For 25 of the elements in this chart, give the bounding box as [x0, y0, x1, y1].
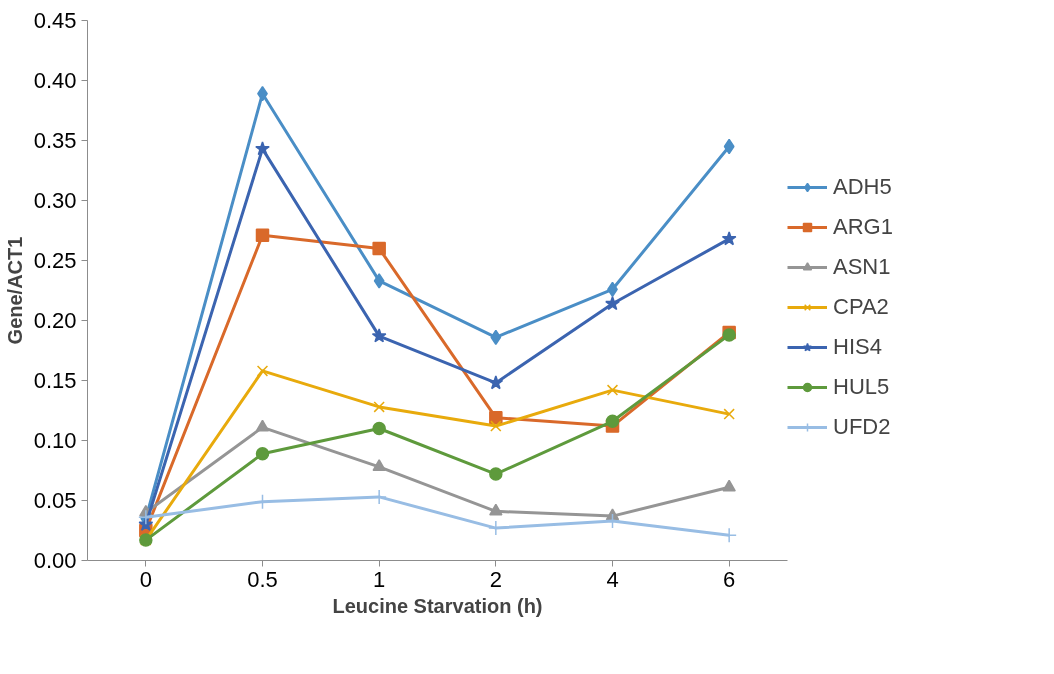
- y-axis-title: Gene/ACT1: [3, 236, 26, 345]
- y-tick-label: 0.05: [33, 488, 77, 513]
- legend-label: ASN1: [833, 254, 891, 280]
- y-tick-label: 0.15: [33, 368, 77, 393]
- y-tick-label: 0.40: [33, 68, 77, 93]
- x-tick-label: 2: [489, 566, 502, 592]
- legend-label: CPA2: [833, 294, 889, 320]
- x-tick-label: 0.5: [247, 566, 278, 592]
- legend-label: HUL5: [833, 374, 890, 400]
- x-tick-label: 6: [723, 566, 736, 592]
- x-tick-label: 4: [606, 566, 619, 592]
- y-tick-label: 0.10: [33, 428, 77, 453]
- x-tick-label: 0: [139, 566, 152, 592]
- legend-label: ARG1: [833, 214, 893, 240]
- y-tick-label: 0.25: [33, 248, 77, 273]
- x-tick-label: 1: [373, 566, 386, 592]
- y-tick-label: 0.20: [33, 308, 77, 333]
- legend-label: HIS4: [833, 334, 882, 360]
- y-tick-label: 0.30: [33, 188, 77, 213]
- legend-label: UFD2: [833, 414, 891, 440]
- y-tick-label: 0.45: [33, 8, 77, 33]
- y-tick-label: 0.35: [33, 128, 77, 153]
- x-axis-title: Leucine Starvation (h): [332, 594, 543, 617]
- legend-label: ADH5: [833, 174, 892, 200]
- y-tick-label: 0.00: [33, 548, 77, 573]
